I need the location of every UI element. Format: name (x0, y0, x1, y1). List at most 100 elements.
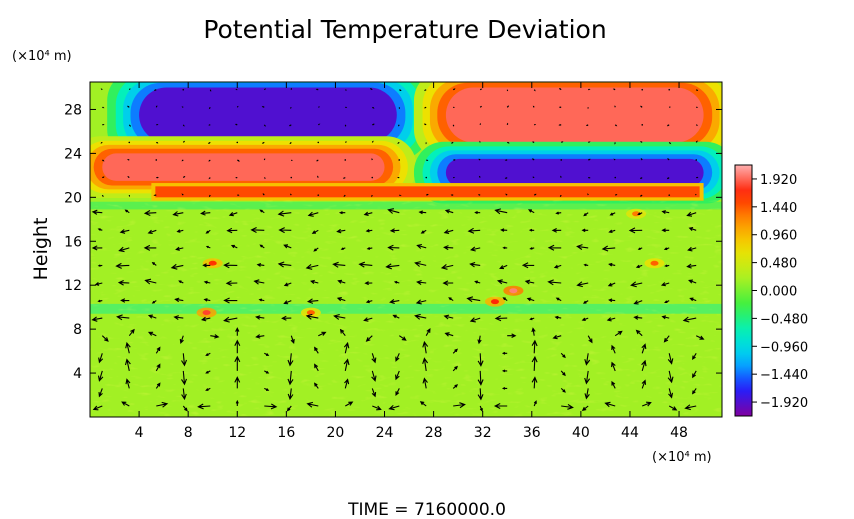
wind-vector (125, 341, 131, 354)
wind-vector (467, 227, 481, 234)
wind-vector (155, 346, 161, 354)
wind-vector (305, 263, 319, 270)
wind-vector (395, 370, 400, 381)
wind-vector (479, 405, 483, 412)
wind-vector (668, 405, 678, 411)
wind-vector (318, 331, 327, 337)
wind-vector (504, 177, 508, 179)
wind-vector (119, 229, 130, 234)
wind-vector (470, 246, 481, 252)
wind-vector (307, 211, 319, 217)
wind-vector (261, 141, 265, 144)
wind-vector (687, 246, 697, 252)
wind-vector (155, 363, 161, 372)
wind-vector (97, 264, 103, 267)
wind-vector (203, 298, 211, 302)
wind-vector (101, 335, 109, 342)
wind-vector (582, 300, 589, 304)
wind-vector (612, 88, 616, 91)
colorbar-tick-label: −1.920 (760, 396, 808, 411)
wind-vector (97, 228, 103, 231)
x-tick-label: 16 (277, 425, 295, 441)
wind-vector (505, 193, 508, 196)
wind-vector (182, 140, 186, 143)
wind-vector (290, 176, 293, 179)
wind-vector (469, 317, 481, 323)
y-tick-label: 8 (73, 322, 82, 338)
wind-vector (102, 159, 105, 162)
wind-vector (555, 297, 562, 302)
wind-vector (422, 357, 429, 371)
wind-vector (333, 313, 346, 320)
wind-vector (477, 353, 484, 367)
wind-vector (202, 263, 211, 268)
wind-vector (560, 387, 566, 393)
wind-vector (121, 401, 130, 407)
wind-vector (201, 316, 211, 322)
wind-vector (637, 212, 643, 216)
wind-vector (262, 193, 265, 196)
wind-vector (264, 403, 278, 410)
wind-vector (181, 159, 184, 162)
wind-vector (661, 228, 670, 233)
wind-vector (494, 208, 508, 215)
wind-vector (667, 158, 670, 161)
wind-vector (208, 106, 211, 110)
wind-vector (442, 280, 454, 286)
wind-vector (695, 335, 705, 340)
wind-vector (175, 246, 184, 251)
wind-vector (452, 384, 459, 389)
wind-vectors (91, 87, 705, 412)
colorbar-tick-label: 1.920 (760, 173, 797, 188)
wind-vector (147, 331, 157, 337)
wind-vector (547, 279, 562, 286)
wind-vector (604, 401, 616, 408)
wind-vector (533, 193, 537, 196)
wind-vector (423, 89, 427, 91)
wind-vector (583, 212, 589, 217)
wind-vector (287, 370, 294, 386)
wind-vector (181, 353, 188, 367)
wind-vector (500, 228, 508, 232)
wind-vector (358, 261, 373, 268)
wind-vector (504, 159, 508, 161)
wind-vector (372, 405, 382, 411)
colorbar-tick-label: 0.000 (760, 285, 797, 300)
wind-vector (453, 402, 466, 409)
wind-vector (639, 105, 643, 108)
wind-vector (443, 229, 454, 234)
wind-vector (422, 377, 428, 389)
wind-vector (611, 344, 616, 354)
wind-vector (414, 313, 427, 320)
wind-vector (444, 209, 454, 214)
field-contour (445, 158, 704, 187)
wind-vector (633, 300, 643, 305)
wind-vector (253, 279, 265, 285)
wind-vector (641, 124, 644, 126)
colorbar-tick-label: −1.440 (760, 368, 808, 383)
wind-vector (283, 282, 292, 287)
wind-vector (692, 370, 697, 379)
wind-vector (314, 363, 319, 372)
wind-vector (502, 246, 508, 250)
wind-vector (340, 247, 346, 250)
wind-vector (371, 388, 377, 398)
wind-vector (560, 352, 566, 359)
wind-vector (689, 297, 697, 302)
wind-vector (288, 124, 292, 127)
wind-vector (415, 299, 427, 305)
wind-vector (287, 388, 294, 401)
wind-vector (692, 353, 697, 361)
wind-vector (452, 348, 458, 354)
wind-vector (372, 106, 375, 109)
wind-vector (117, 279, 130, 286)
wind-vector (521, 262, 535, 269)
wind-vector (425, 327, 431, 336)
wind-vector (663, 247, 670, 251)
wind-vector (533, 89, 536, 92)
wind-vector (682, 316, 697, 323)
wind-vector (264, 370, 270, 374)
wind-vector (283, 300, 292, 305)
wind-vector (344, 378, 350, 389)
wind-vector (607, 282, 616, 287)
